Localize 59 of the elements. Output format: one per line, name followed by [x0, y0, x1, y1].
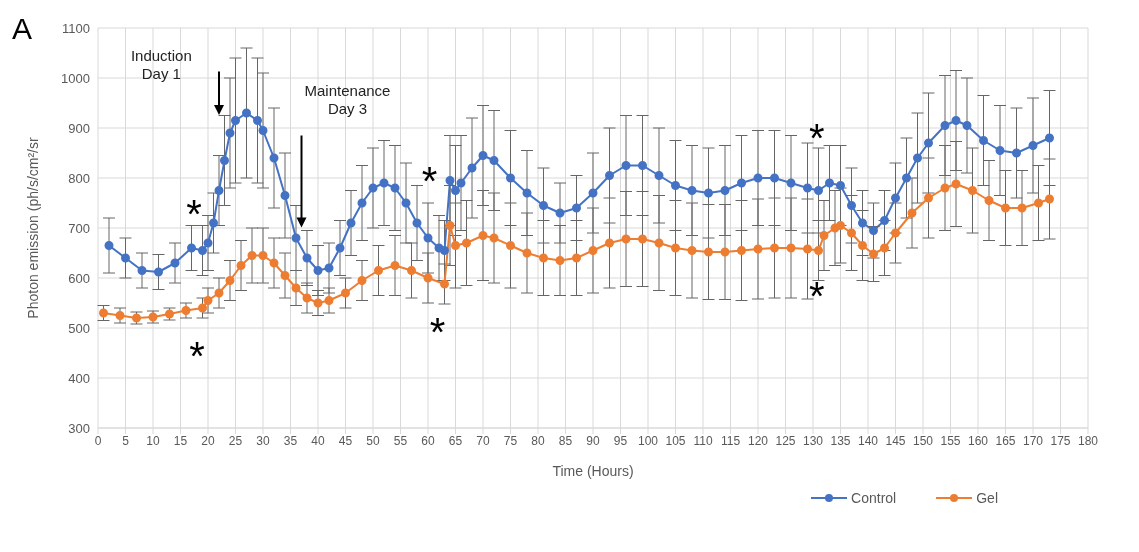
y-tick-label: 300 — [68, 420, 90, 436]
x-tick-label: 50 — [366, 433, 380, 448]
x-tick-label: 80 — [531, 433, 545, 448]
x-tick-label: 125 — [775, 433, 796, 448]
x-tick-label: 10 — [146, 433, 160, 448]
y-tick-label: 900 — [68, 120, 90, 136]
x-tick-label: 85 — [558, 433, 573, 448]
y-tick-label: 400 — [68, 370, 90, 386]
legend-label: Control — [851, 490, 897, 506]
y-tick-label: 600 — [68, 270, 90, 286]
x-tick-label: 170 — [1022, 433, 1044, 448]
annotation: Maintenance Day 3 — [304, 82, 391, 117]
x-tick-label: 165 — [995, 433, 1016, 448]
annotation: * — [421, 158, 438, 203]
y-tick-label: 800 — [68, 170, 90, 186]
annotation: * — [189, 334, 205, 378]
x-tick-label: 45 — [338, 433, 353, 448]
x-tick-label: 145 — [885, 433, 906, 448]
annotation: * — [429, 310, 446, 354]
x-tick-label: 0 — [94, 433, 102, 448]
x-tick-label: 135 — [830, 433, 851, 448]
x-tick-label: 15 — [173, 433, 188, 448]
x-tick-label: 95 — [613, 433, 628, 448]
x-tick-label: 35 — [283, 433, 298, 448]
x-tick-label: 120 — [747, 433, 769, 448]
x-axis-title: Time (Hours) — [552, 463, 634, 479]
text: A — [12, 12, 33, 46]
x-tick-label: 30 — [256, 433, 270, 448]
annotation: * — [808, 274, 825, 319]
annotation: Induction Day 1 — [130, 46, 192, 82]
x-tick-label: 140 — [857, 433, 879, 448]
y-tick-label: 700 — [68, 220, 90, 236]
x-tick-label: 110 — [693, 433, 713, 448]
x-tick-label: 155 — [940, 433, 961, 448]
x-tick-label: 105 — [665, 433, 686, 448]
y-tick-label: 500 — [68, 320, 90, 336]
y-tick-label: 1000 — [61, 70, 90, 86]
x-tick-label: 5 — [122, 433, 130, 448]
x-tick-label: 65 — [448, 433, 463, 448]
x-tick-label: 115 — [720, 433, 741, 448]
x-tick-label: 25 — [228, 433, 243, 448]
x-tick-label: 55 — [393, 433, 408, 448]
annotation: * — [186, 192, 202, 236]
x-tick-label: 40 — [311, 433, 325, 448]
y-axis-title: Photon emission (ph/s/cm²/sr — [24, 137, 41, 319]
x-tick-label: 130 — [802, 433, 824, 448]
legend-label: Gel — [976, 490, 998, 506]
x-tick-label: 100 — [637, 433, 659, 448]
x-tick-label: 160 — [967, 433, 989, 448]
x-tick-label: 20 — [201, 433, 215, 448]
x-tick-label: 175 — [1050, 433, 1071, 448]
x-tick-label: 180 — [1077, 433, 1099, 448]
x-tick-label: 60 — [421, 433, 435, 448]
y-tick-label: 1100 — [62, 20, 90, 36]
x-tick-label: 75 — [503, 433, 518, 448]
x-tick-label: 90 — [586, 433, 600, 448]
x-tick-label: 70 — [476, 433, 490, 448]
annotation: * — [808, 116, 825, 161]
x-tick-label: 150 — [912, 433, 934, 448]
